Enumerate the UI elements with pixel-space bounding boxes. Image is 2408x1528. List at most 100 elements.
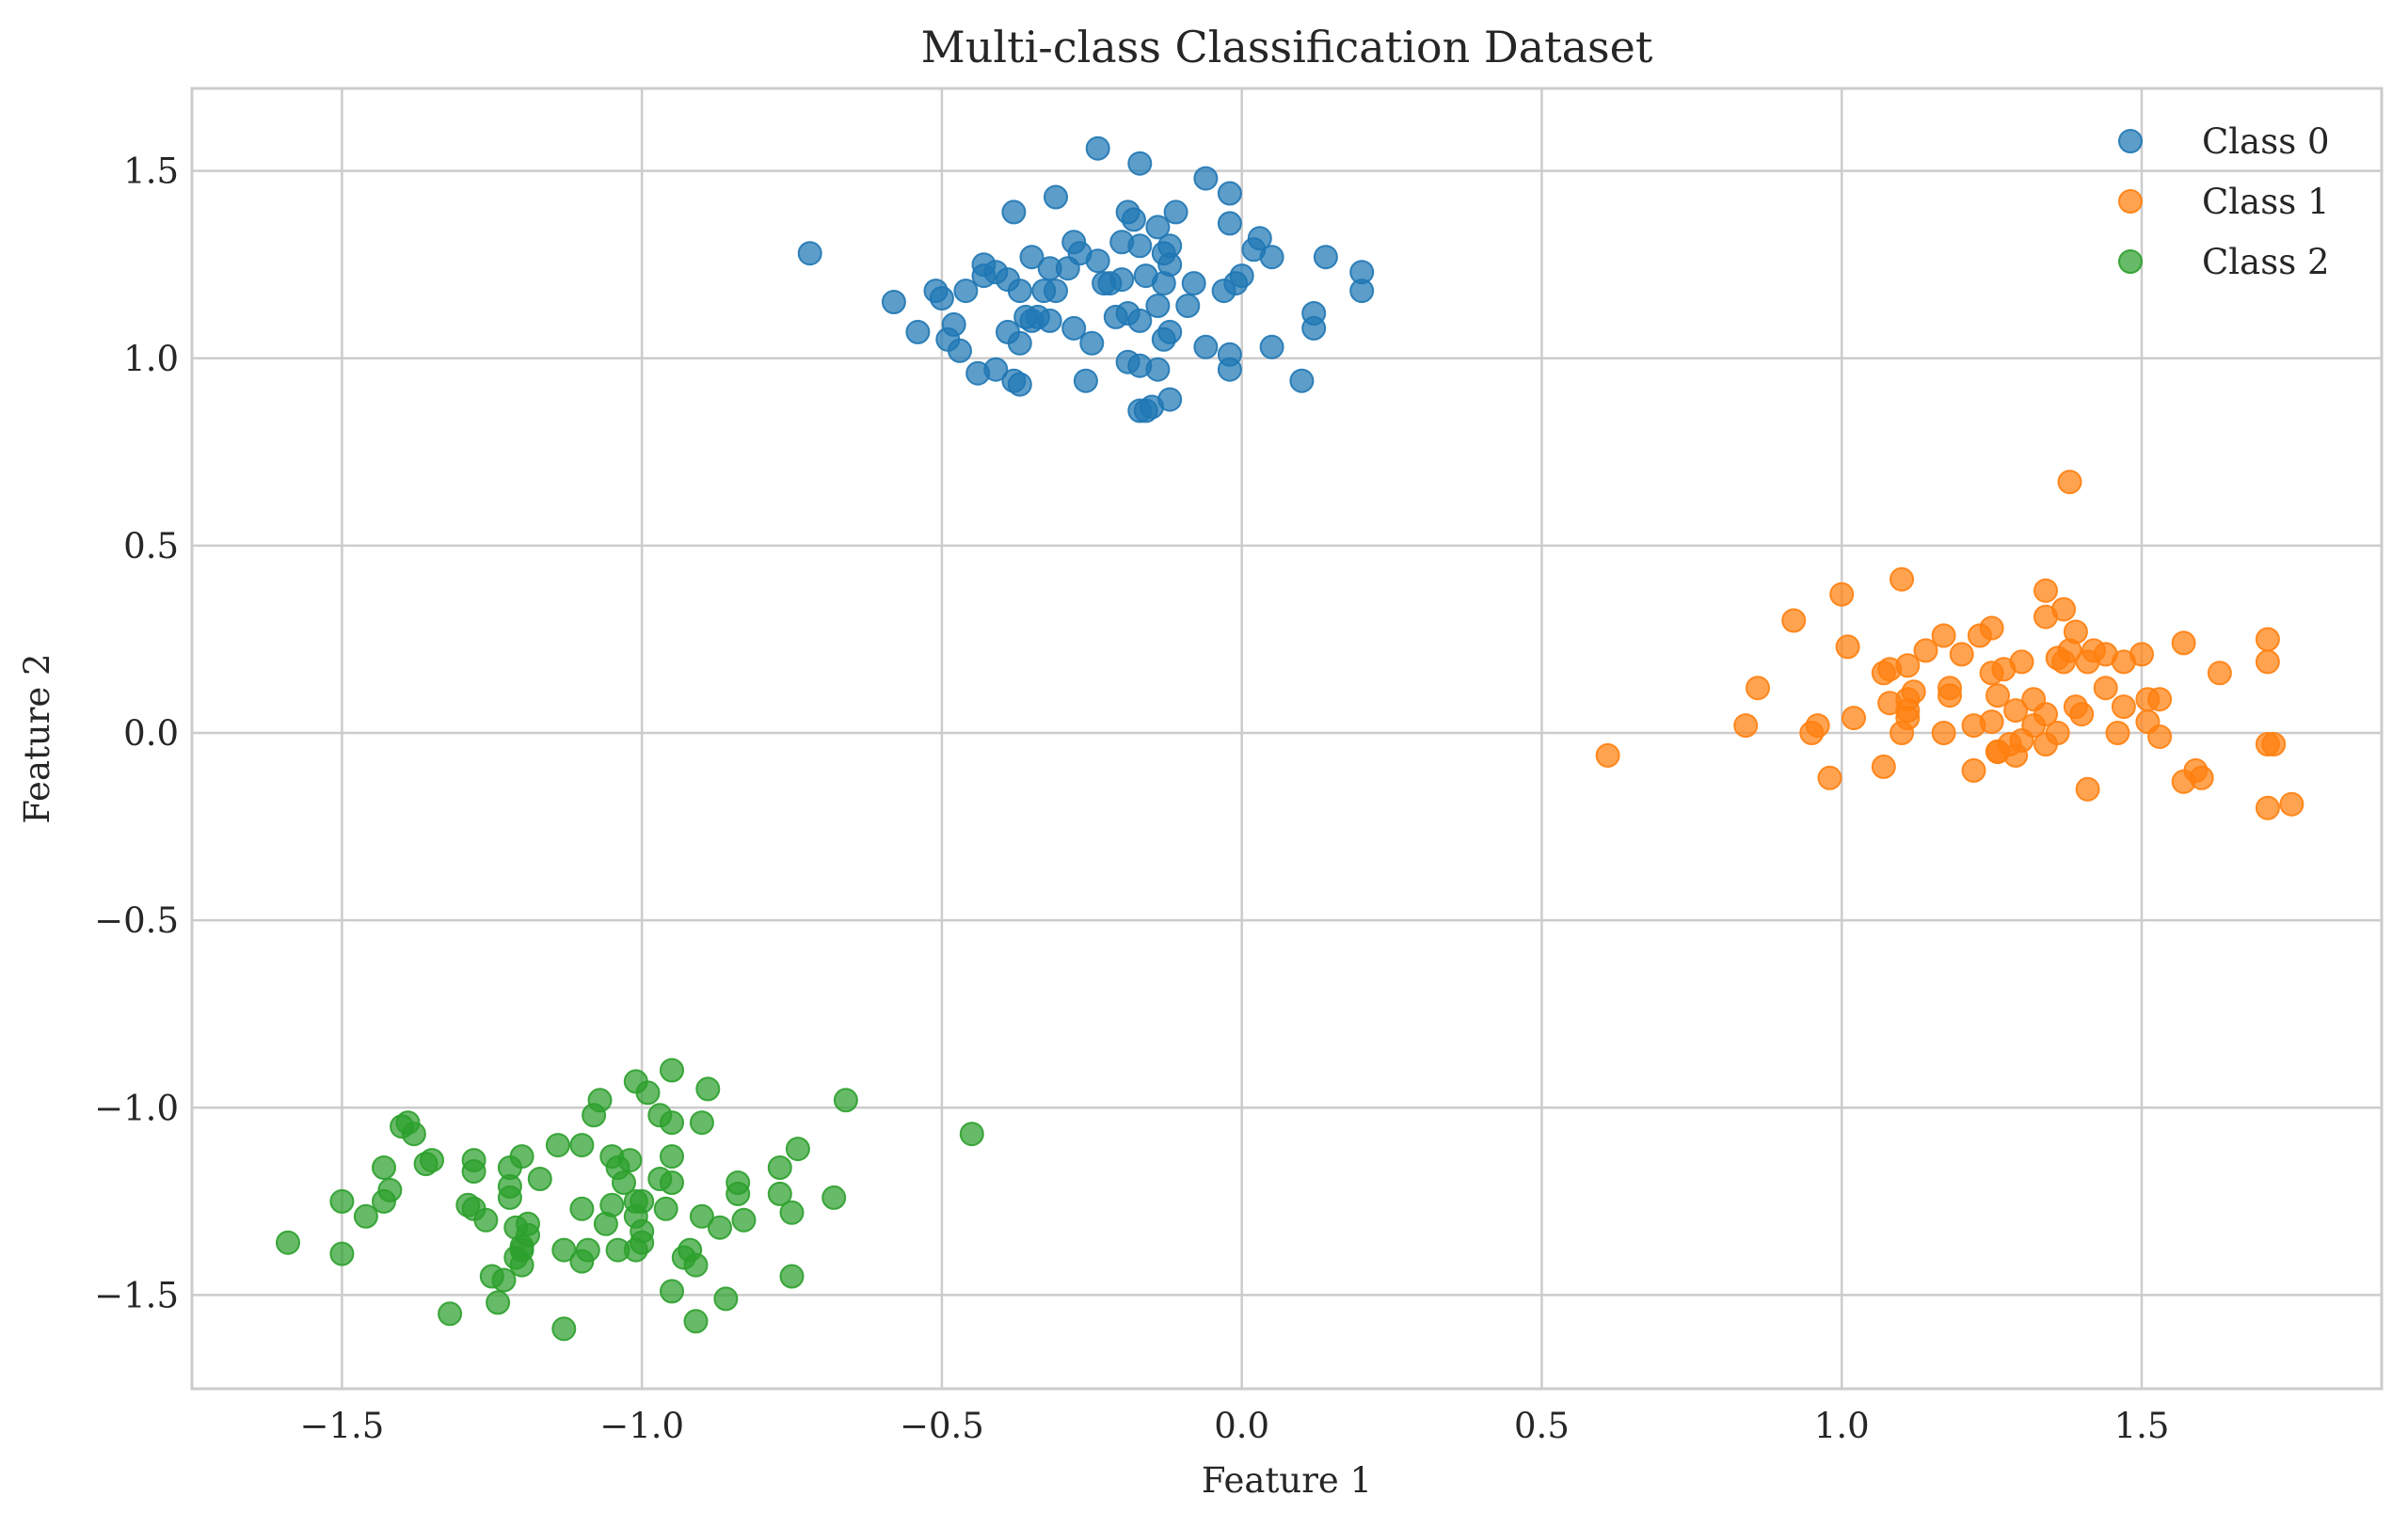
data-point xyxy=(767,1181,792,1206)
data-point xyxy=(2111,649,2136,675)
data-point xyxy=(1890,721,1914,745)
data-point xyxy=(569,1133,595,1158)
data-point xyxy=(372,1188,396,1214)
data-point xyxy=(1127,308,1153,333)
data-point xyxy=(1181,271,1206,296)
data-point xyxy=(660,1170,684,1195)
data-point xyxy=(1079,330,1105,356)
y-tick-label: −1.5 xyxy=(94,1275,179,1315)
y-tick-label: 0.5 xyxy=(123,526,179,566)
data-point xyxy=(2051,649,2077,675)
data-point xyxy=(2069,702,2095,727)
data-point xyxy=(779,1200,805,1225)
data-point xyxy=(959,1122,984,1147)
data-point xyxy=(1037,308,1062,333)
data-point xyxy=(689,1110,714,1136)
data-point xyxy=(1073,368,1098,393)
data-point xyxy=(1001,199,1027,225)
data-point xyxy=(569,1196,595,1221)
legend-label: Class 0 xyxy=(2202,121,2329,162)
legend-marker xyxy=(2118,129,2143,153)
data-point xyxy=(1949,642,1974,667)
data-point xyxy=(1842,706,1866,731)
data-point xyxy=(2075,649,2100,675)
data-point xyxy=(2105,721,2130,745)
y-axis-label: Feature 2 xyxy=(17,653,57,823)
data-point xyxy=(635,1080,661,1106)
data-point xyxy=(660,1110,684,1136)
data-point xyxy=(2033,732,2058,756)
data-point xyxy=(2111,694,2136,720)
data-point xyxy=(1193,166,1219,191)
y-tick-label: 1.0 xyxy=(123,339,179,379)
data-point xyxy=(1217,357,1242,382)
chart-title: Multi-class Classification Dataset xyxy=(921,22,1653,72)
data-point xyxy=(689,1203,714,1229)
data-point xyxy=(491,1267,517,1293)
data-point xyxy=(1913,638,1938,663)
data-point xyxy=(965,360,991,386)
data-point xyxy=(881,290,906,314)
x-tick-label: −1.5 xyxy=(299,1406,384,1446)
data-point xyxy=(2057,470,2082,495)
data-point xyxy=(1217,211,1242,236)
data-point xyxy=(660,1144,684,1170)
data-point xyxy=(1193,334,1219,359)
data-point xyxy=(1145,294,1171,318)
data-point xyxy=(708,1215,732,1240)
data-point xyxy=(1175,294,1201,318)
data-point xyxy=(1019,245,1045,270)
legend-label: Class 2 xyxy=(2202,242,2329,282)
data-point xyxy=(438,1301,463,1327)
data-point xyxy=(2207,661,2232,686)
data-point xyxy=(1259,245,1284,270)
grid-lines xyxy=(192,88,2382,1389)
data-point xyxy=(1145,215,1171,240)
y-tick-label: 1.5 xyxy=(123,151,179,192)
data-points xyxy=(276,135,2304,1342)
data-point xyxy=(1835,634,1860,660)
data-point xyxy=(2279,791,2304,817)
legend-marker xyxy=(2118,189,2143,214)
data-point xyxy=(353,1203,378,1229)
data-point xyxy=(1289,368,1315,393)
x-axis-label: Feature 1 xyxy=(1202,1460,1372,1501)
data-point xyxy=(623,1237,648,1263)
data-point xyxy=(1211,279,1236,304)
y-tick-label: 0.0 xyxy=(123,713,179,754)
data-point xyxy=(2255,627,2280,652)
data-point xyxy=(1931,721,1956,745)
data-point xyxy=(2033,604,2058,629)
data-point xyxy=(1085,135,1110,161)
data-point xyxy=(1985,739,2010,764)
data-point xyxy=(1595,742,1620,768)
data-point xyxy=(929,286,954,310)
data-point xyxy=(713,1286,739,1312)
y-tick-label: −0.5 xyxy=(94,900,179,941)
data-point xyxy=(473,1207,499,1233)
data-point xyxy=(779,1264,805,1289)
data-point xyxy=(731,1207,757,1233)
x-axis-ticks: −1.5 −1.0 −0.5 0.0 0.5 1.0 1.5 xyxy=(299,1406,2169,1446)
data-point xyxy=(833,1088,858,1113)
data-point xyxy=(1961,713,1986,739)
data-point xyxy=(1007,330,1032,356)
data-point xyxy=(1007,279,1032,304)
data-point xyxy=(509,1252,534,1278)
data-point xyxy=(1871,754,1896,779)
data-point xyxy=(1127,398,1153,423)
data-point xyxy=(1890,566,1914,592)
data-point xyxy=(1085,248,1110,274)
data-point xyxy=(797,241,822,266)
data-point xyxy=(1799,721,1825,745)
data-point xyxy=(2075,776,2100,802)
data-point xyxy=(1817,765,1842,790)
data-point xyxy=(785,1137,810,1162)
data-point xyxy=(1121,207,1146,232)
data-point xyxy=(276,1230,300,1255)
data-point xyxy=(569,1249,595,1274)
data-point xyxy=(695,1076,721,1102)
data-point xyxy=(497,1185,522,1210)
